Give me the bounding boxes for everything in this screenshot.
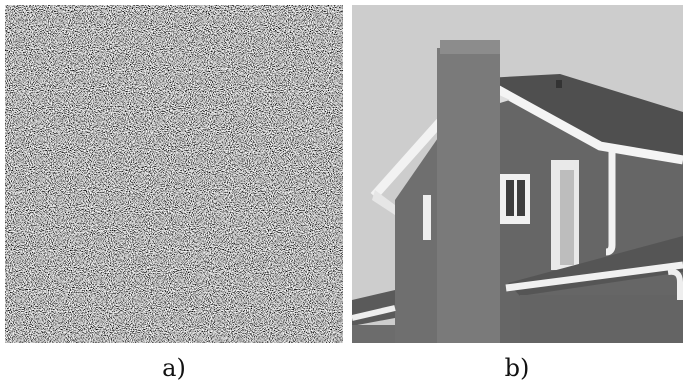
- porch-post-shade: [560, 170, 574, 265]
- roof-trim: [481, 78, 683, 165]
- noise-image: [5, 5, 343, 343]
- left-wall: [395, 135, 440, 343]
- downspout: [605, 150, 616, 256]
- lower-downspout: [667, 268, 683, 300]
- window-pane: [506, 180, 514, 216]
- noise-texture: [5, 5, 343, 343]
- house-image: [351, 5, 683, 343]
- lower-roof-trim: [505, 261, 683, 292]
- caption: a): [162, 354, 186, 382]
- roof-vent: [556, 80, 562, 88]
- left-eave: [372, 190, 395, 215]
- window-frame: [500, 174, 530, 224]
- window-pane: [517, 180, 525, 216]
- left-trim: [370, 119, 444, 199]
- left-window: [423, 195, 431, 240]
- left-lower-trim: [351, 305, 396, 321]
- roof: [486, 74, 683, 158]
- lower-wall: [520, 295, 683, 343]
- chimney: [437, 48, 500, 343]
- caption: b): [505, 354, 530, 382]
- left-lower-wall: [352, 325, 395, 343]
- chimney-cap: [440, 40, 500, 54]
